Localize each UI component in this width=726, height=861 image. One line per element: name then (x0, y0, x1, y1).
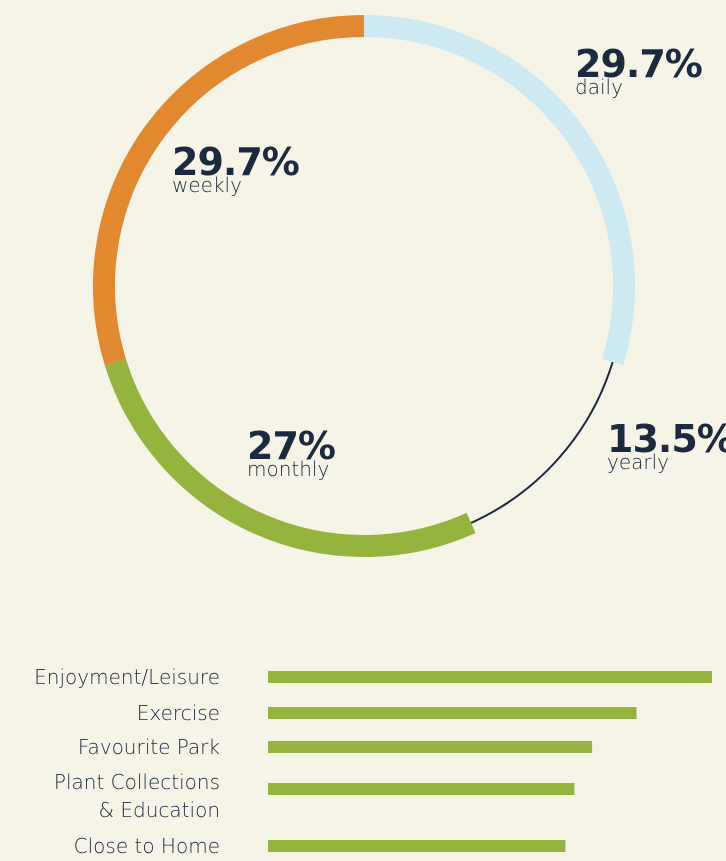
segment-value: 27% (247, 424, 336, 468)
bar (268, 707, 637, 719)
segment-name: yearly (607, 450, 670, 474)
segment-value: 29.7% (172, 140, 300, 184)
bar (268, 840, 566, 852)
bar-label: Exercise (136, 701, 220, 725)
donut-segment (470, 361, 614, 524)
segment-name: daily (575, 75, 623, 99)
bar (268, 741, 593, 753)
donut-segment (104, 358, 476, 557)
bar-label: Plant Collections & Education (53, 770, 220, 822)
segment-label: 27% monthly (247, 424, 336, 481)
segment-name: monthly (247, 457, 330, 481)
segment-name: weekly (172, 173, 242, 197)
segment-label: 13.5% yearly (607, 420, 726, 472)
bar-label: Close to Home (73, 834, 220, 858)
donut-segment (93, 15, 365, 366)
segment-value: 29.7% (575, 42, 703, 86)
bar (268, 783, 575, 795)
bar-label: Favourite Park (77, 735, 220, 759)
segment-label: 29.7% weekly (172, 140, 300, 197)
segment-label: 29.7% daily (575, 42, 703, 99)
bar (268, 671, 712, 683)
donut-segment (363, 15, 635, 366)
segment-value: 13.5% (607, 417, 726, 461)
bar-label: Enjoyment/Leisure (34, 665, 220, 689)
